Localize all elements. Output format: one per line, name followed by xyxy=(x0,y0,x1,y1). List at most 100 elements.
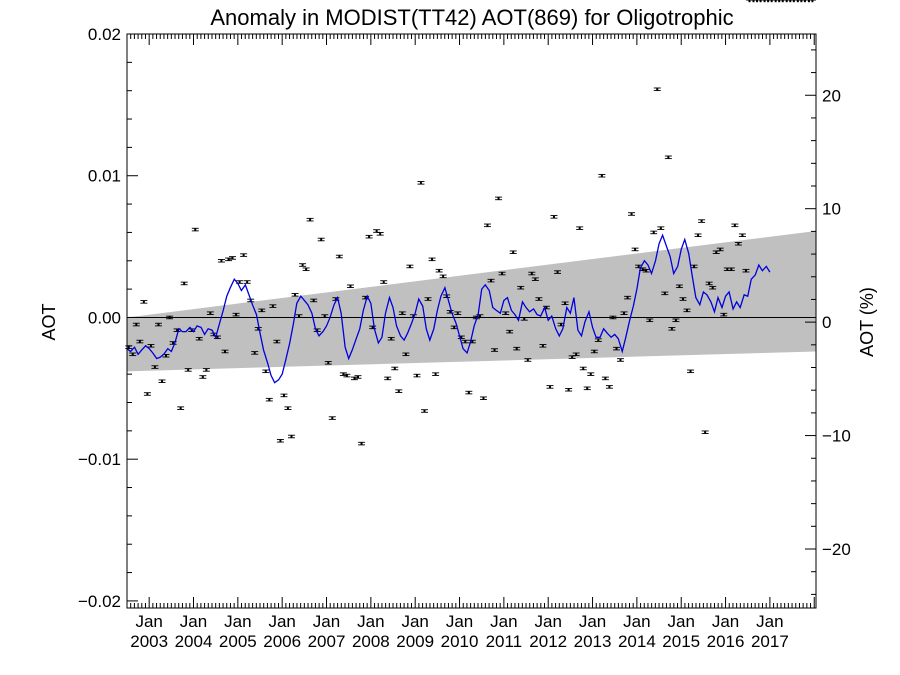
point-marker xyxy=(131,353,134,356)
point-marker xyxy=(390,337,393,340)
point-marker xyxy=(685,309,688,312)
data-point xyxy=(690,264,698,269)
data-point xyxy=(232,312,240,317)
x-year-label: 2004 xyxy=(175,632,213,651)
data-point xyxy=(339,372,347,376)
point-marker xyxy=(246,280,249,284)
point-marker xyxy=(530,272,533,275)
point-marker xyxy=(271,305,274,308)
point-marker xyxy=(697,234,700,237)
x-month-label: Jan xyxy=(712,612,739,631)
plot-frame xyxy=(126,33,817,609)
data-point xyxy=(679,297,687,301)
point-marker xyxy=(689,370,692,373)
point-marker xyxy=(161,380,164,383)
point-marker xyxy=(168,316,171,319)
point-marker xyxy=(401,312,404,315)
data-point xyxy=(262,369,270,374)
point-marker xyxy=(541,344,544,347)
point-marker xyxy=(567,388,570,391)
data-point xyxy=(483,223,491,228)
point-marker xyxy=(142,300,145,303)
data-point xyxy=(295,314,303,318)
point-marker xyxy=(659,227,662,230)
point-marker xyxy=(305,268,308,271)
point-marker xyxy=(626,296,629,299)
y-tick-label: 0.00 xyxy=(88,308,121,327)
point-marker xyxy=(282,394,285,397)
y-tick-label: 0.02 xyxy=(88,25,121,44)
x-year-label: 2009 xyxy=(396,632,434,651)
data-point xyxy=(531,277,539,281)
point-marker xyxy=(397,390,400,393)
point-marker xyxy=(708,282,711,285)
point-marker xyxy=(135,323,138,326)
data-point xyxy=(406,264,414,269)
point-marker xyxy=(209,312,212,315)
point-marker xyxy=(545,306,548,309)
point-marker xyxy=(519,286,522,289)
point-marker xyxy=(759,0,762,3)
point-marker xyxy=(386,377,389,380)
point-marker xyxy=(560,323,563,326)
point-marker xyxy=(364,296,367,299)
point-marker xyxy=(475,316,478,319)
point-marker xyxy=(264,370,267,373)
point-marker xyxy=(456,312,459,315)
point-marker xyxy=(316,329,319,332)
data-point xyxy=(797,0,805,3)
x-year-label: 2007 xyxy=(308,632,346,651)
data-point xyxy=(579,366,587,371)
data-point xyxy=(391,366,399,371)
data-point xyxy=(576,226,584,230)
x-month-label: Jan xyxy=(534,612,561,631)
data-point xyxy=(273,339,281,344)
point-marker xyxy=(149,344,152,347)
data-point xyxy=(428,257,436,262)
chart-title: Anomaly in MODIST(TT42) AOT(869) for Oli… xyxy=(210,5,733,30)
point-marker xyxy=(582,367,585,370)
point-marker xyxy=(412,314,415,318)
data-point xyxy=(550,215,558,219)
data-point xyxy=(661,291,669,296)
data-point xyxy=(395,389,403,393)
point-marker xyxy=(597,339,600,342)
point-marker xyxy=(301,263,304,267)
data-point xyxy=(805,0,813,3)
data-point xyxy=(358,441,366,446)
point-marker xyxy=(327,361,330,364)
data-point xyxy=(701,430,709,435)
data-point xyxy=(583,386,591,391)
data-point xyxy=(631,247,639,252)
point-marker xyxy=(634,248,637,251)
point-marker xyxy=(501,272,504,275)
point-marker xyxy=(201,375,204,379)
point-marker xyxy=(781,0,784,3)
x-month-label: Jan xyxy=(490,612,517,631)
data-point xyxy=(520,317,528,321)
data-point xyxy=(572,352,580,357)
point-marker xyxy=(442,275,445,278)
point-marker xyxy=(630,212,633,216)
point-marker xyxy=(415,374,418,377)
data-point xyxy=(240,253,248,257)
point-marker xyxy=(220,259,223,262)
point-marker xyxy=(268,398,271,401)
data-point xyxy=(143,392,151,396)
point-marker xyxy=(785,0,788,3)
point-marker xyxy=(298,314,301,318)
data-point xyxy=(413,373,421,378)
x-year-label: 2017 xyxy=(751,632,789,651)
point-marker xyxy=(404,353,407,356)
data-point xyxy=(254,327,262,331)
data-point xyxy=(716,247,724,252)
point-marker xyxy=(423,409,426,413)
point-marker xyxy=(715,251,718,254)
data-point xyxy=(694,233,702,238)
point-marker xyxy=(556,271,559,274)
point-marker xyxy=(763,0,766,3)
point-marker xyxy=(681,297,684,301)
point-marker xyxy=(719,248,722,251)
x-month-label: Jan xyxy=(180,612,207,631)
